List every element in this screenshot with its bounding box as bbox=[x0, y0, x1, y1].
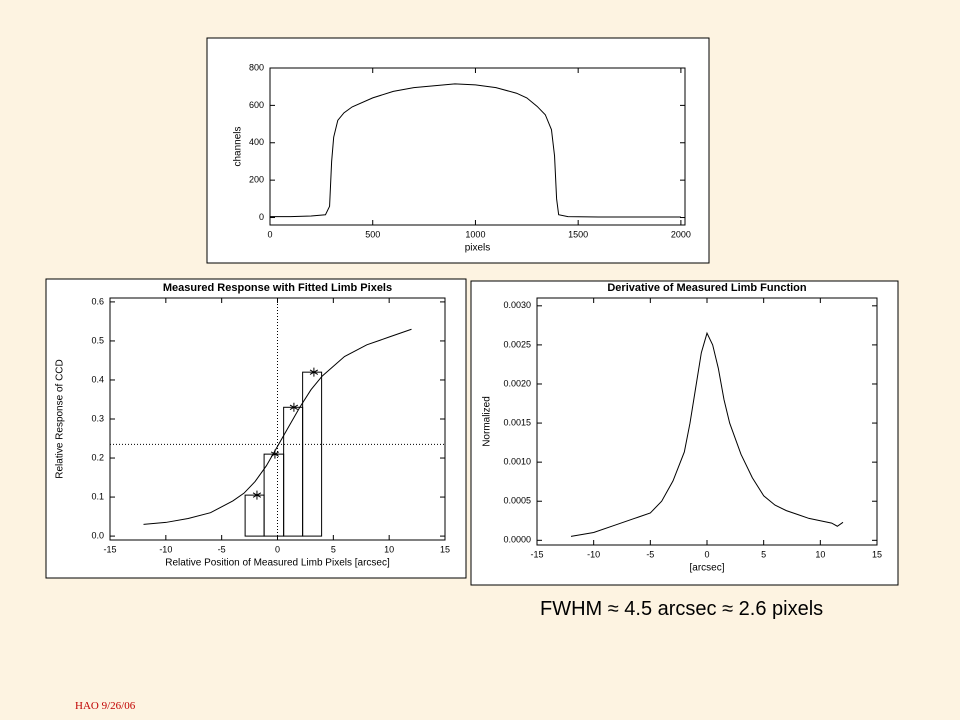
y-tick-label: 0.0005 bbox=[503, 496, 531, 506]
y-tick-label: 0.0025 bbox=[503, 339, 531, 349]
x-tick-label: 1500 bbox=[568, 229, 588, 239]
x-axis-label: Relative Position of Measured Limb Pixel… bbox=[165, 558, 390, 569]
y-tick-label: 0.3 bbox=[91, 413, 104, 423]
pixel-bar bbox=[302, 371, 323, 537]
footer: HAO 9/26/06 bbox=[75, 700, 136, 712]
y-tick-label: 0.6 bbox=[91, 296, 104, 306]
x-tick-label: -15 bbox=[530, 549, 543, 559]
x-tick-label: 5 bbox=[331, 544, 336, 554]
y-tick-label: 0.0015 bbox=[503, 417, 531, 427]
x-tick-label: 500 bbox=[365, 229, 380, 239]
chart-panel bbox=[206, 37, 710, 264]
y-tick-label: 600 bbox=[249, 100, 264, 110]
x-tick-label: 10 bbox=[384, 544, 394, 554]
x-tick-label: -5 bbox=[218, 544, 226, 554]
chart-panel bbox=[45, 278, 467, 579]
caption: FWHM ≈ 4.5 arcsec ≈ 2.6 pixels bbox=[540, 598, 824, 620]
x-tick-label: 15 bbox=[440, 544, 450, 554]
x-tick-label: 2000 bbox=[671, 229, 691, 239]
y-axis-label: Relative Response of CCD bbox=[55, 359, 66, 479]
data-line bbox=[270, 83, 681, 218]
y-tick-label: 0.0 bbox=[91, 530, 104, 540]
data-line bbox=[570, 331, 844, 537]
x-tick-label: -10 bbox=[159, 544, 172, 554]
y-axis-label: Normalized bbox=[482, 396, 493, 447]
x-tick-label: 0 bbox=[704, 549, 709, 559]
y-tick-label: 0.0010 bbox=[503, 457, 531, 467]
x-tick-label: 15 bbox=[872, 549, 882, 559]
asterisk-marker bbox=[289, 402, 299, 412]
y-axis-label: channels bbox=[233, 126, 244, 166]
x-tick-label: 0 bbox=[275, 544, 280, 554]
y-tick-label: 0.4 bbox=[91, 374, 104, 384]
x-tick-label: 5 bbox=[761, 549, 766, 559]
y-tick-label: 0.2 bbox=[91, 452, 104, 462]
chart-title: Measured Response with Fitted Limb Pixel… bbox=[163, 282, 392, 294]
data-line bbox=[143, 328, 412, 525]
chart-panel bbox=[470, 280, 899, 586]
y-tick-label: 400 bbox=[249, 137, 264, 147]
y-tick-label: 200 bbox=[249, 175, 264, 185]
x-tick-label: 1000 bbox=[465, 229, 485, 239]
x-axis-label: [arcsec] bbox=[689, 563, 724, 574]
x-tick-label: -10 bbox=[587, 549, 600, 559]
y-tick-label: 0 bbox=[259, 212, 264, 222]
x-tick-label: 0 bbox=[267, 229, 272, 239]
chart-title: Derivative of Measured Limb Function bbox=[607, 282, 807, 294]
x-tick-label: -5 bbox=[646, 549, 654, 559]
y-tick-label: 0.1 bbox=[91, 491, 104, 501]
asterisk-marker bbox=[252, 490, 262, 500]
y-tick-label: 0.0030 bbox=[503, 300, 531, 310]
x-tick-label: 10 bbox=[815, 549, 825, 559]
x-tick-label: -15 bbox=[103, 544, 116, 554]
x-axis-label: pixels bbox=[465, 243, 491, 254]
y-tick-label: 0.0020 bbox=[503, 378, 531, 388]
asterisk-marker bbox=[270, 449, 280, 459]
y-tick-label: 0.5 bbox=[91, 335, 104, 345]
y-tick-label: 0.0000 bbox=[503, 535, 531, 545]
plot-frame bbox=[269, 67, 686, 226]
y-tick-label: 800 bbox=[249, 62, 264, 72]
asterisk-marker bbox=[309, 367, 319, 377]
